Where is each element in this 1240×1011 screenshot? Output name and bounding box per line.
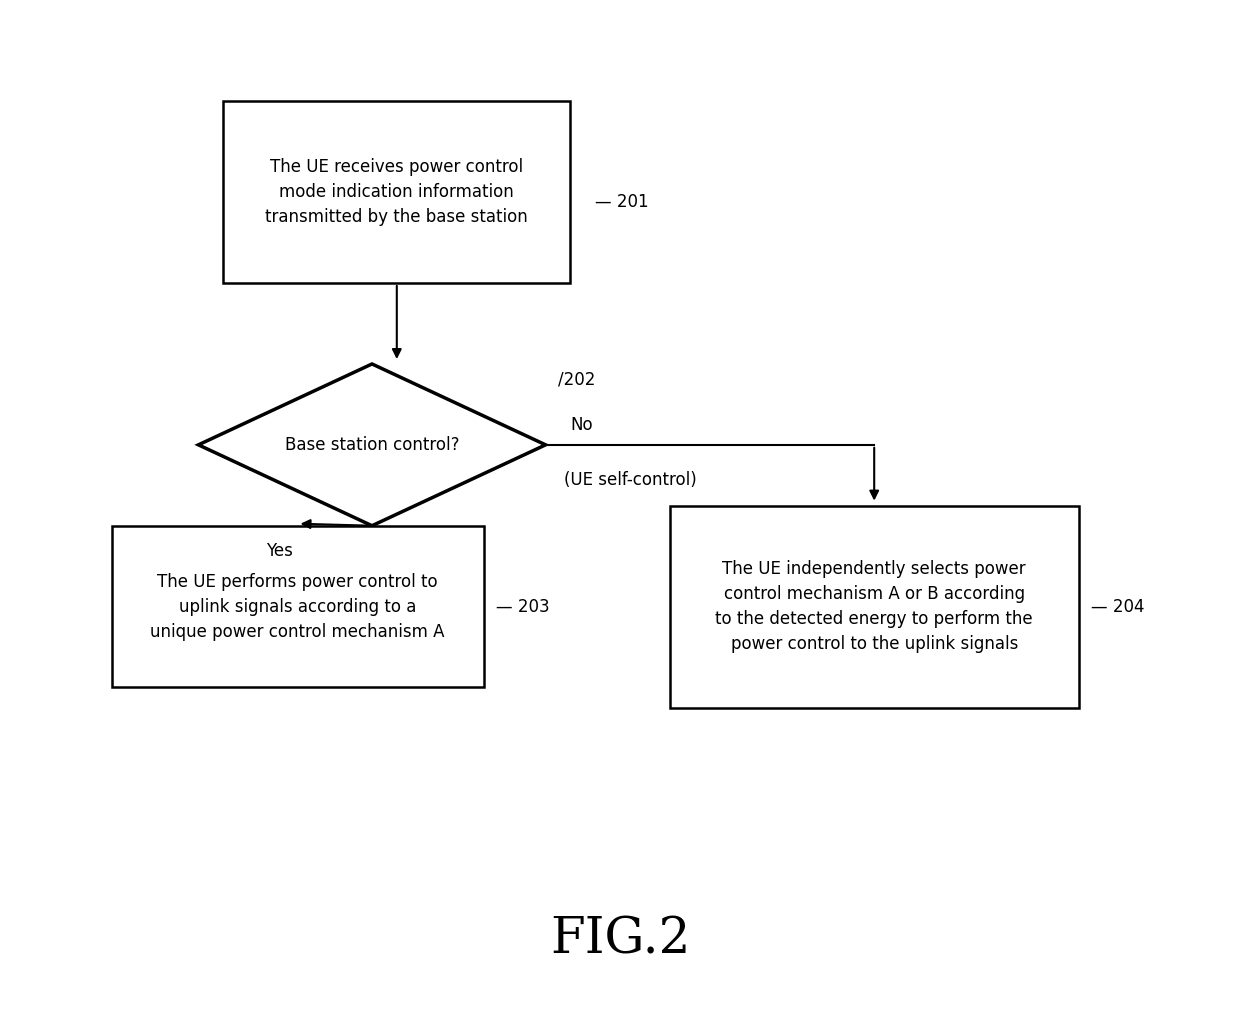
Text: No: No [570, 416, 593, 434]
Text: Base station control?: Base station control? [285, 436, 459, 454]
FancyBboxPatch shape [670, 506, 1079, 708]
Text: /202: /202 [558, 370, 595, 388]
Text: — 203: — 203 [496, 598, 549, 616]
Text: — 201: — 201 [595, 193, 649, 211]
Text: FIG.2: FIG.2 [549, 916, 691, 964]
Text: The UE performs power control to
uplink signals according to a
unique power cont: The UE performs power control to uplink … [150, 572, 445, 641]
Text: (UE self-control): (UE self-control) [564, 471, 697, 489]
Text: The UE receives power control
mode indication information
transmitted by the bas: The UE receives power control mode indic… [265, 158, 528, 226]
Text: — 204: — 204 [1091, 598, 1145, 616]
Text: Yes: Yes [265, 542, 293, 560]
Polygon shape [198, 364, 546, 526]
Text: The UE independently selects power
control mechanism A or B according
to the det: The UE independently selects power contr… [715, 560, 1033, 653]
FancyBboxPatch shape [223, 101, 570, 283]
FancyBboxPatch shape [112, 526, 484, 687]
